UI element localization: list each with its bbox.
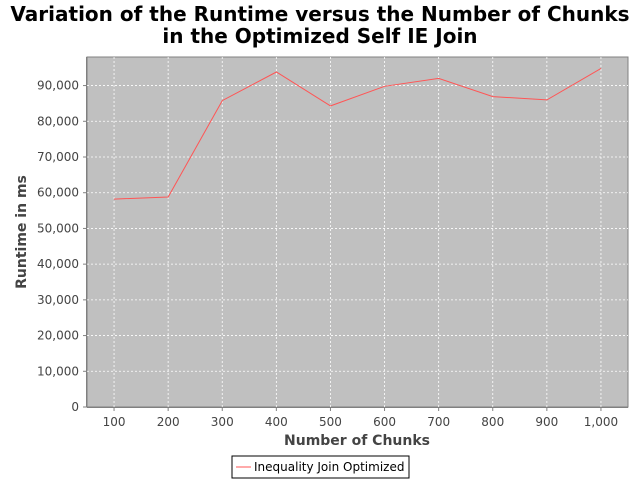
x-tick-label: 900 bbox=[535, 415, 558, 429]
legend: Inequality Join Optimized bbox=[231, 455, 410, 479]
data-point bbox=[167, 196, 169, 198]
axes: 0 10,000 20,000 30,000 40,000 50,000 60,000 70,… bbox=[37, 57, 628, 429]
chart-title-line-1: Variation of the Runtime versus the Numb… bbox=[10, 2, 629, 26]
y-tick-label: 50,000 bbox=[37, 221, 79, 235]
y-tick-label: 20,000 bbox=[37, 329, 79, 343]
plot-area bbox=[86, 56, 629, 408]
y-tick-label: 10,000 bbox=[37, 364, 79, 378]
series-line bbox=[113, 67, 602, 200]
data-point bbox=[437, 77, 439, 79]
x-tick-label: 300 bbox=[211, 415, 234, 429]
data-point bbox=[329, 105, 331, 107]
x-tick-label: 100 bbox=[103, 415, 126, 429]
y-tick-label: 40,000 bbox=[37, 257, 79, 271]
data-point bbox=[600, 67, 602, 69]
x-tick-label: 200 bbox=[157, 415, 180, 429]
y-tick-label: 80,000 bbox=[37, 114, 79, 128]
x-tick-label: 700 bbox=[427, 415, 450, 429]
y-tick-label: 70,000 bbox=[37, 150, 79, 164]
series-layer bbox=[113, 67, 602, 200]
data-point bbox=[113, 198, 115, 200]
x-tick-label: 500 bbox=[319, 415, 342, 429]
y-tick-label: 90,000 bbox=[37, 79, 79, 93]
data-point bbox=[492, 95, 494, 97]
data-point bbox=[546, 99, 548, 101]
data-point bbox=[221, 99, 223, 101]
y-axis-label: Runtime in ms bbox=[14, 175, 30, 289]
legend-box bbox=[231, 455, 410, 479]
data-point bbox=[383, 85, 385, 87]
x-tick-label: 400 bbox=[265, 415, 288, 429]
legend-label: Inequality Join Optimized bbox=[254, 460, 404, 474]
x-axis-label: Number of Chunks bbox=[284, 433, 430, 449]
x-tick-label: 600 bbox=[373, 415, 396, 429]
y-tick-label: 30,000 bbox=[37, 293, 79, 307]
y-tick-label: 0 bbox=[71, 400, 79, 414]
x-tick-label: 1,000 bbox=[584, 415, 618, 429]
chart-title-line-2: in the Optimized Self IE Join bbox=[162, 24, 477, 48]
y-tick-label: 60,000 bbox=[37, 186, 79, 200]
x-tick-label: 800 bbox=[481, 415, 504, 429]
data-point bbox=[275, 71, 277, 73]
